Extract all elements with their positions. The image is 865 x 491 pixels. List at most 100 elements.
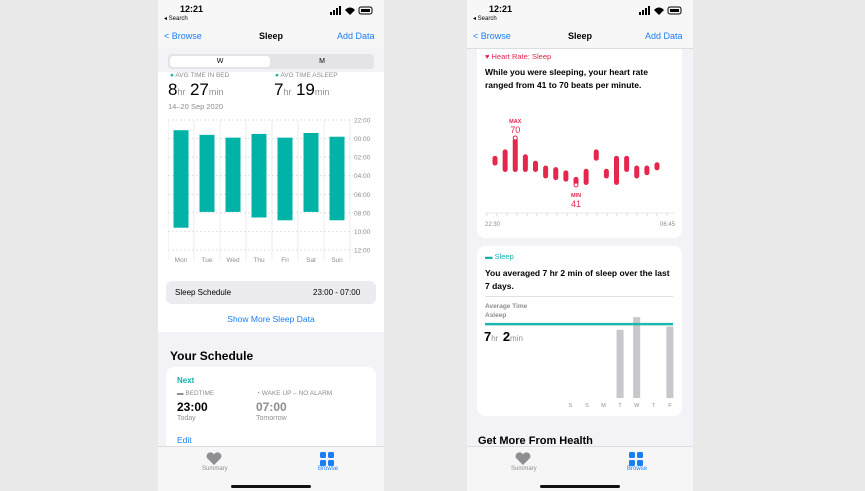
add-data[interactable]: Add Data [645,31,683,41]
tab-bar: Summary Browse [467,446,693,491]
tab-label[interactable]: Summary [202,466,228,472]
home-indicator [540,485,620,488]
x-tick-label: Tue [202,257,213,264]
section-title: Get More From Health [478,435,593,447]
asleep-value: 7hr 19min [274,80,329,100]
schedule-label: Sleep Schedule [175,288,232,297]
sleep-bar [199,134,215,212]
asleep-label: ● AVG TIME ASLEEP [275,72,338,79]
min-marker [573,182,579,188]
x-tick-label: M [601,403,606,409]
in-bed-label: ● AVG TIME IN BED [170,72,230,79]
x-tick-label: S [585,403,589,409]
title: Heart Rate: Sleep [491,52,552,61]
show-more[interactable]: Show More Sleep Data [227,314,315,324]
sleep-bar [251,133,267,218]
x-tick-label: Fri [281,257,289,264]
nav-title: Sleep [567,31,592,41]
edit-button[interactable]: Edit [177,435,192,445]
wake-day: Tomorrow [256,415,287,422]
back-app[interactable]: ◂ Search [164,16,188,22]
bar [616,329,624,398]
back-label[interactable]: Browse [480,31,511,41]
x-tick-label: S [568,403,572,409]
label: BEDTIME [185,390,215,397]
schedule-card [166,367,376,457]
heart-bar [644,165,650,176]
heart-icon[interactable] [206,452,222,466]
max-label: MAX [509,119,522,125]
hours: 8 [168,80,178,99]
left-screen: 12:21 ◂ Search < Browse Sleep Add Data W… [158,0,384,491]
date-range: 14–20 Sep 2020 [168,102,224,111]
y-tick-label: 10:00 [354,229,371,236]
sleep-title: ▬ Sleep [485,252,514,261]
wake-label: ◔ WAKE UP – NO ALARM [256,390,333,397]
unit: min [510,334,523,343]
hours: 7 [274,80,284,99]
right-screen: 12:21 ◂ Search < Browse Sleep Add Data ♥… [467,0,693,491]
min-value: 41 [571,199,581,209]
min-label: MIN [571,193,581,199]
heart-bar [543,165,549,179]
heart-bar [634,165,640,179]
x-tick-label: Mon [175,257,188,264]
add-data[interactable]: Add Data [337,31,375,41]
back-label[interactable]: Browse [171,31,202,41]
unit: min [314,87,330,97]
wake-time: 07:00 [256,400,287,414]
y-tick-label: 22:00 [354,118,371,125]
tab-label[interactable]: Browse [318,466,339,472]
average-value: 7hr 2min [484,328,523,346]
bedtime-time: 23:00 [177,400,208,414]
back-app[interactable]: ◂ Search [473,16,497,22]
minutes: 19 [295,80,315,99]
heart-icon[interactable] [515,452,531,466]
segment[interactable]: W [170,56,270,67]
status-time: 12:21 [180,4,204,14]
x-tick-label: F [668,403,672,409]
browse-icon[interactable] [320,452,334,466]
sleep-bar [225,137,241,212]
in-bed-value: 8hr 27min [168,80,223,100]
y-tick-label: 04:00 [354,173,371,180]
hours: 7 [484,329,492,344]
bedtime-label: ▬ BEDTIME [177,390,215,397]
nav-background [467,0,693,49]
tab-label[interactable]: Browse [627,466,648,472]
sleep-bar [277,137,293,221]
sleep-text: You averaged 7 hr 2 min of sleep over th… [485,268,670,291]
unit: hr [283,87,292,97]
y-tick-label: 12:00 [354,248,371,255]
unit: hr [177,87,186,97]
unit: hr [491,334,499,343]
max-value: 70 [510,125,520,135]
back-button[interactable]: < Browse [164,31,202,41]
browse-icon[interactable] [629,452,643,466]
status-icons [330,6,373,15]
heart-title: ♥ Heart Rate: Sleep [485,52,552,61]
tab-label[interactable]: Summary [511,466,537,472]
sleep-card[interactable] [477,246,682,416]
heart-bar [654,162,660,171]
x-tick-label: T [652,403,656,409]
x-label: 22:30 [485,222,501,228]
segment[interactable]: M [319,58,325,65]
divider [485,296,673,297]
x-tick-label: Sat [306,257,316,264]
x-tick-label: Wed [226,257,240,264]
heart-card[interactable] [477,49,682,238]
back-button[interactable]: < Browse [473,31,511,41]
x-label: 06:45 [660,222,676,228]
y-tick-label: 00:00 [354,136,371,143]
heart-bar [502,149,508,173]
heart-bar [624,155,630,173]
bar [666,326,674,398]
sleep-bar [303,133,319,212]
schedule-row[interactable] [166,281,376,304]
heart-text: While you were sleeping, your heart rate… [485,67,648,90]
bar [633,317,641,398]
